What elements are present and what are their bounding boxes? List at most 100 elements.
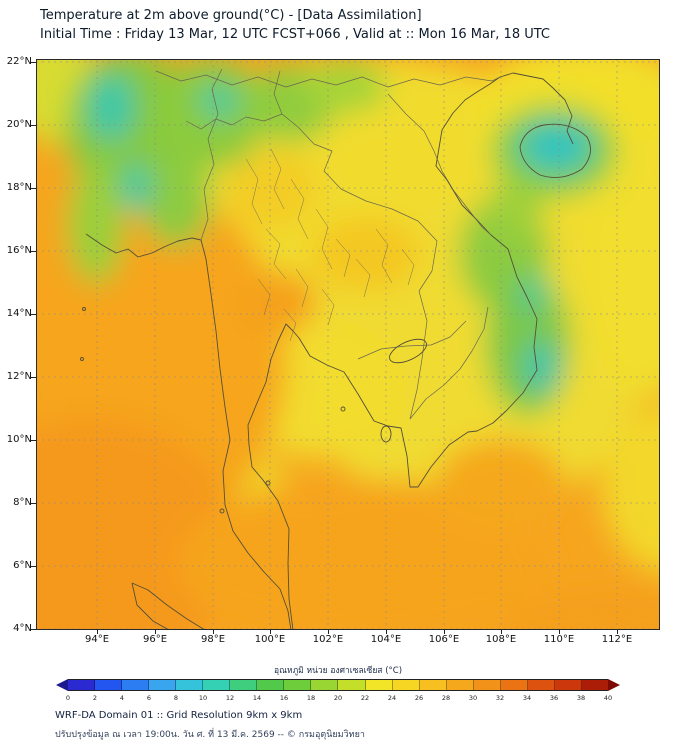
colorbar-tick-label: 18 <box>306 694 316 702</box>
lon-tick-mark <box>617 630 618 634</box>
colorbar-tick-label: 0 <box>65 694 71 702</box>
lon-tick-mark <box>155 630 156 634</box>
colorbar-tick-label: 34 <box>522 694 532 702</box>
colorbar-segment <box>284 680 312 690</box>
colorbar-segment <box>68 680 96 690</box>
lon-tick-mark <box>559 630 560 634</box>
colorbar-segment <box>95 680 123 690</box>
lon-tick-label: 98°E <box>200 634 226 645</box>
lat-tick-mark <box>31 566 36 567</box>
lat-tick-mark <box>31 377 36 378</box>
lat-tick-label: 6°N <box>13 560 32 571</box>
country-borders <box>155 68 501 420</box>
colorbar-tick-label: 24 <box>387 694 397 702</box>
lon-tick-label: 112°E <box>601 634 633 645</box>
colorbar-tick-label: 32 <box>495 694 505 702</box>
lon-tick-label: 106°E <box>428 634 460 645</box>
colorbar-segment <box>176 680 204 690</box>
lat-tick-mark <box>31 188 36 189</box>
lat-tick-label: 10°N <box>6 434 32 445</box>
colorbar-segment <box>203 680 231 690</box>
colorbar-segment <box>446 680 474 690</box>
lon-tick-mark <box>270 630 271 634</box>
lon-tick-mark <box>386 630 387 634</box>
colorbar-tick-label: 10 <box>198 694 208 702</box>
colorbar-segment <box>473 680 501 690</box>
lon-tick-mark <box>501 630 502 634</box>
lat-tick-label: 22°N <box>6 56 32 67</box>
colorbar-tick-row: 0 2 4 6 8 10 12 14 16 18 20 22 24 26 28 30 32 34 36 38 40 <box>65 694 612 704</box>
colorbar-tick-label: 22 <box>360 694 370 702</box>
colorbar-segment <box>257 680 285 690</box>
grid-lines <box>36 59 660 630</box>
colorbar-tick-label: 40 <box>603 694 613 702</box>
lon-tick-label: 104°E <box>370 634 402 645</box>
page-subtitle: Initial Time : Friday 13 Mar, 12 UTC FCS… <box>40 27 550 42</box>
temperature-field-map <box>36 59 660 630</box>
lat-tick-mark <box>31 440 36 441</box>
colorbar-segment <box>500 680 528 690</box>
province-boundaries <box>245 148 415 342</box>
lon-tick-label: 110°E <box>543 634 575 645</box>
colorbar-segment <box>311 680 339 690</box>
colorbar-tick-label: 28 <box>441 694 451 702</box>
lat-tick-label: 14°N <box>6 308 32 319</box>
lon-tick-mark <box>213 630 214 634</box>
colorbar-segment <box>581 680 608 690</box>
colorbar-tick-label: 12 <box>225 694 235 702</box>
domain-info: WRF-DA Domain 01 :: Grid Resolution 9km … <box>55 710 303 721</box>
colorbar-tick-label: 6 <box>146 694 152 702</box>
colorbar-segment <box>527 680 555 690</box>
colorbar-segment <box>122 680 150 690</box>
lat-tick-label: 8°N <box>13 497 32 508</box>
lat-tick-label: 12°N <box>6 371 32 382</box>
colorbar-tick-label: 38 <box>576 694 586 702</box>
colorbar-tick-label: 4 <box>119 694 125 702</box>
lon-tick-label: 108°E <box>485 634 517 645</box>
map-frame <box>36 59 660 630</box>
lat-tick-label: 4°N <box>13 623 32 634</box>
coastlines <box>80 72 591 630</box>
colorbar-tick-label: 26 <box>414 694 424 702</box>
colorbar-tick-label: 36 <box>549 694 559 702</box>
colorbar-segment <box>365 680 393 690</box>
colorbar-segment <box>419 680 447 690</box>
colorbar-left-arrow <box>56 679 68 691</box>
lat-tick-mark <box>31 314 36 315</box>
header-block: Temperature at 2m above ground(°C) - [Da… <box>40 6 550 44</box>
lat-tick-label: 18°N <box>6 182 32 193</box>
colorbar-label: อุณหภูมิ หน่วย องศาเซลเซียส (°C) <box>273 666 403 676</box>
colorbar-right-arrow <box>608 679 620 691</box>
colorbar-gradient <box>68 679 608 691</box>
colorbar-tick-label: 30 <box>468 694 478 702</box>
lat-tick-mark <box>31 503 36 504</box>
colorbar-tick-label: 20 <box>333 694 343 702</box>
lon-tick-mark <box>97 630 98 634</box>
lon-tick-mark <box>444 630 445 634</box>
lon-tick-label: 102°E <box>312 634 344 645</box>
colorbar-tick-label: 14 <box>252 694 262 702</box>
temperature-field-blobs <box>36 59 660 630</box>
colorbar-segment <box>338 680 366 690</box>
colorbar <box>56 679 620 691</box>
colorbar-segment <box>392 680 420 690</box>
lat-tick-mark <box>31 629 36 630</box>
lat-tick-label: 20°N <box>6 119 32 130</box>
lon-tick-label: 94°E <box>84 634 110 645</box>
update-info: ปรับปรุงข้อมูล ณ เวลา 19:00น. วัน ศ. ที่… <box>55 730 365 740</box>
lon-tick-label: 96°E <box>142 634 168 645</box>
lat-tick-mark <box>31 251 36 252</box>
lat-tick-mark <box>31 62 36 63</box>
colorbar-tick-label: 2 <box>92 694 98 702</box>
page-title: Temperature at 2m above ground(°C) - [Da… <box>40 8 422 23</box>
lon-tick-mark <box>328 630 329 634</box>
colorbar-segment <box>554 680 582 690</box>
lat-tick-label: 16°N <box>6 245 32 256</box>
colorbar-segment <box>230 680 258 690</box>
colorbar-tick-label: 8 <box>173 694 179 702</box>
lat-tick-mark <box>31 125 36 126</box>
colorbar-tick-label: 16 <box>279 694 289 702</box>
lon-tick-label: 100°E <box>254 634 286 645</box>
map-area <box>36 59 660 630</box>
